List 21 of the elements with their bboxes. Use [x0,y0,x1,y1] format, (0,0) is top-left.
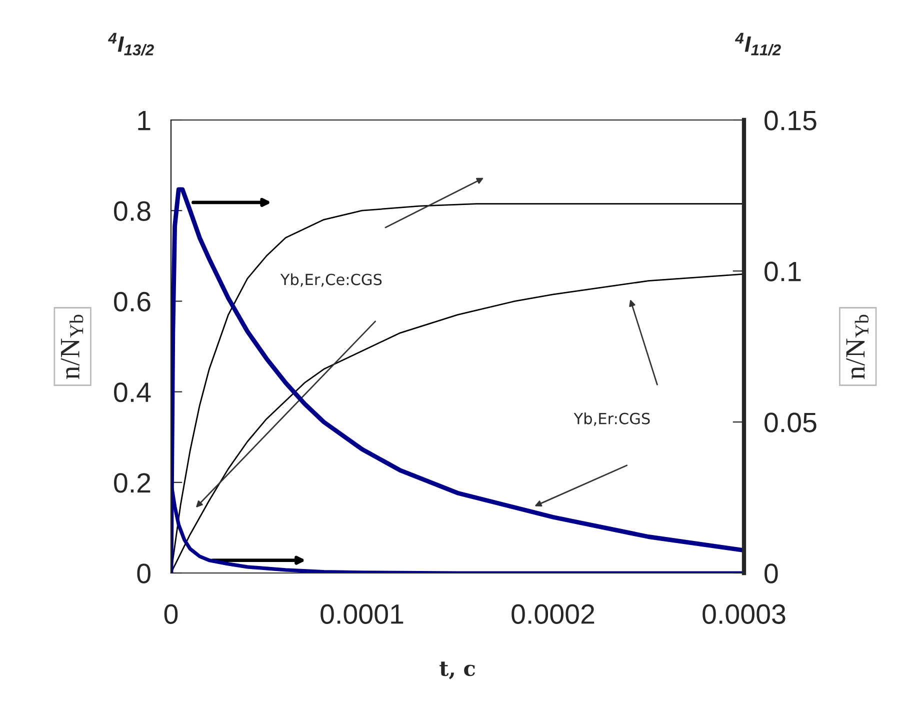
x-tick-label: 0.0002 [512,604,594,624]
y-tick-label: 0.6 [114,292,150,312]
x-tick-label: 0.0003 [702,604,786,624]
x-tick-label: 0 [164,604,178,624]
y2-tick-label: 0.1 [764,262,801,282]
chart-title: $^{4}$I$_{13/2}$ [108,32,154,56]
annotation: Yb,Er:CGS [574,412,650,426]
y2-tick-label: 0.05 [764,412,816,432]
y2-tick-label: 0.15 [764,110,816,130]
y2-axis-title: n/N$_{Yb}$ [846,314,869,380]
y-tick-label: 0 [137,564,150,584]
y2-tick-label: 0 [764,564,778,584]
y-tick-label: 0.2 [114,473,150,493]
x-axis-title: t, c [440,662,475,680]
y-tick-label: 0.4 [114,382,151,402]
x-tick-label: 0.0001 [320,604,404,624]
annotation: Yb,Er,Ce:CGS [280,273,382,287]
y-axis-title: n/N$_{Yb}$ [60,314,84,380]
chart-subtitle: $^{4}$I$_{11/2}$ [734,32,781,56]
y-tick-label: 1 [138,110,150,130]
y-tick-label: 0.8 [114,201,150,221]
